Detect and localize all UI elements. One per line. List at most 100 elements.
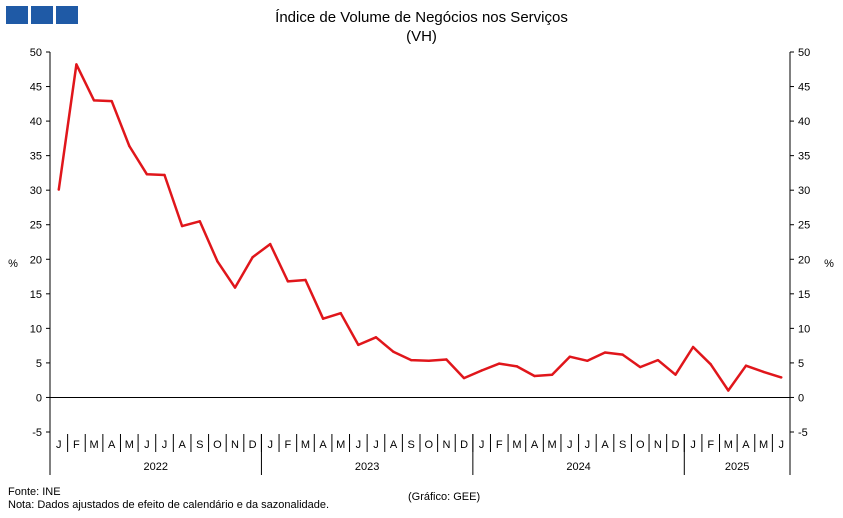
y-tick-label-right: -5 bbox=[798, 427, 808, 439]
x-month-label: J bbox=[373, 439, 379, 451]
data-point bbox=[445, 358, 448, 361]
data-point bbox=[286, 280, 290, 283]
y-tick-label-left: 25 bbox=[30, 220, 42, 232]
x-month-label: N bbox=[654, 439, 662, 451]
y-tick-label-right: 45 bbox=[798, 82, 810, 94]
x-month-label: J bbox=[778, 439, 784, 451]
data-point bbox=[550, 373, 554, 376]
data-point bbox=[304, 278, 307, 282]
x-month-label: S bbox=[408, 439, 415, 451]
x-month-label: A bbox=[601, 439, 609, 451]
y-tick-label-right: 30 bbox=[798, 185, 810, 197]
x-month-label: M bbox=[89, 439, 98, 451]
data-point bbox=[128, 144, 131, 148]
data-point bbox=[462, 376, 466, 380]
data-point bbox=[92, 99, 96, 102]
x-month-label: A bbox=[742, 439, 750, 451]
x-month-label: F bbox=[73, 439, 80, 451]
data-point bbox=[374, 336, 378, 339]
data-point bbox=[57, 188, 61, 191]
data-point bbox=[727, 389, 730, 392]
x-month-label: O bbox=[425, 439, 434, 451]
data-point bbox=[198, 220, 201, 223]
chart-title: Índice de Volume de Negócios nos Serviço… bbox=[275, 9, 568, 26]
x-month-label: D bbox=[460, 439, 468, 451]
y-tick-label-left: 30 bbox=[30, 185, 42, 197]
data-point bbox=[568, 355, 571, 358]
y-tick-label-left: 5 bbox=[36, 358, 42, 370]
x-month-label: S bbox=[196, 439, 203, 451]
x-year-label: 2025 bbox=[725, 461, 749, 473]
logo-square bbox=[56, 6, 78, 24]
x-month-label: N bbox=[231, 439, 239, 451]
x-month-label: A bbox=[178, 439, 186, 451]
x-month-label: M bbox=[125, 439, 134, 451]
x-month-label: J bbox=[690, 439, 696, 451]
y-tick-label-right: 20 bbox=[798, 254, 810, 266]
y-tick-label-left: 35 bbox=[30, 151, 42, 163]
data-point bbox=[709, 363, 712, 366]
y-tick-label-right: 10 bbox=[798, 323, 810, 335]
y-tick-label-right: 5 bbox=[798, 358, 804, 370]
y-tick-label-right: 50 bbox=[798, 47, 810, 59]
y-tick-label-left: -5 bbox=[32, 427, 42, 439]
x-month-label: O bbox=[213, 439, 222, 451]
x-month-label: M bbox=[336, 439, 345, 451]
x-month-label: A bbox=[108, 439, 116, 451]
data-point bbox=[216, 260, 219, 263]
data-point bbox=[603, 351, 607, 354]
data-point bbox=[744, 364, 748, 367]
x-year-label: 2022 bbox=[143, 461, 167, 473]
data-point bbox=[392, 350, 395, 354]
y-tick-label-right: 35 bbox=[798, 151, 810, 163]
data-point bbox=[515, 365, 519, 368]
y-tick-label-left: 10 bbox=[30, 323, 42, 335]
data-point bbox=[691, 345, 695, 349]
data-point bbox=[427, 359, 431, 363]
data-point bbox=[533, 374, 536, 378]
y-tick-label-right: 0 bbox=[798, 392, 804, 404]
y-tick-label-left: 50 bbox=[30, 47, 42, 59]
x-month-label: A bbox=[531, 439, 539, 451]
data-point bbox=[498, 362, 501, 365]
y-tick-label-left: 0 bbox=[36, 392, 42, 404]
x-month-label: J bbox=[356, 439, 362, 451]
chart-credit: (Gráfico: GEE) bbox=[408, 491, 481, 503]
data-point bbox=[621, 353, 624, 356]
x-year-label: 2023 bbox=[355, 461, 379, 473]
x-month-label: M bbox=[512, 439, 521, 451]
data-point bbox=[586, 359, 589, 363]
x-year-label: 2024 bbox=[566, 461, 590, 473]
x-month-label: A bbox=[319, 439, 327, 451]
x-month-label: N bbox=[442, 439, 450, 451]
data-point bbox=[339, 311, 342, 315]
data-point bbox=[145, 173, 149, 176]
x-month-label: A bbox=[390, 439, 398, 451]
footer-notes: Fonte: INE Nota: Dados ajustados de efei… bbox=[8, 486, 329, 512]
x-month-label: D bbox=[671, 439, 679, 451]
x-month-label: J bbox=[144, 439, 150, 451]
y-axis-label-left: % bbox=[8, 258, 18, 270]
data-point bbox=[163, 173, 166, 177]
logo-square bbox=[6, 6, 28, 24]
data-point bbox=[357, 343, 360, 347]
y-tick-label-left: 20 bbox=[30, 254, 42, 266]
chart-title-block: Índice de Volume de Negócios nos Serviço… bbox=[0, 8, 843, 46]
y-axis-label-right: % bbox=[824, 258, 834, 270]
x-month-label: S bbox=[619, 439, 626, 451]
x-month-label: M bbox=[548, 439, 557, 451]
x-month-label: D bbox=[249, 439, 257, 451]
chart-subtitle: (VH) bbox=[406, 28, 437, 45]
logo-square bbox=[31, 6, 53, 24]
y-tick-label-left: 45 bbox=[30, 82, 42, 94]
x-month-label: J bbox=[56, 439, 62, 451]
y-tick-label-left: 40 bbox=[30, 116, 42, 128]
y-tick-label-right: 25 bbox=[798, 220, 810, 232]
x-month-label: J bbox=[585, 439, 591, 451]
data-point bbox=[75, 63, 78, 66]
data-point bbox=[233, 286, 237, 289]
data-point bbox=[269, 242, 272, 246]
x-month-label: J bbox=[162, 439, 168, 451]
data-point bbox=[409, 358, 413, 362]
x-month-label: F bbox=[496, 439, 503, 451]
